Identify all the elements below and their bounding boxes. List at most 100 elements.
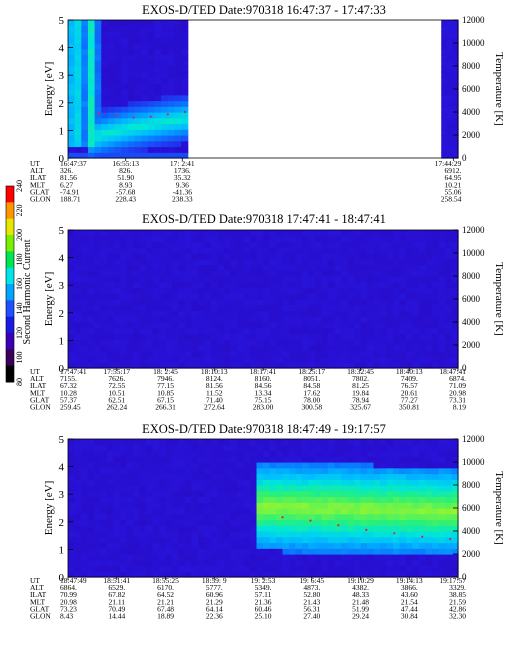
heatmap-cell <box>250 450 258 457</box>
heatmap-cell <box>367 253 375 260</box>
heatmap-cell <box>74 293 82 300</box>
heatmap-cell <box>406 253 414 260</box>
y2-axis-label: Temperature [K] <box>493 471 505 544</box>
heatmap-cell <box>100 571 108 578</box>
heatmap-cell <box>172 299 180 306</box>
heatmap-cell <box>419 299 427 306</box>
heatmap-cell <box>198 536 206 544</box>
heatmap-cell <box>250 253 258 260</box>
colorbar-tick-label: 200 <box>15 229 24 241</box>
heatmap-cell <box>354 339 362 346</box>
heatmap-cell <box>120 264 128 271</box>
heatmap-cell <box>81 542 89 549</box>
heatmap-cell <box>289 345 297 352</box>
heatmap-cell <box>276 270 284 277</box>
heatmap-cell <box>139 571 147 578</box>
orbit-value: 326. <box>60 166 73 175</box>
heatmap-cell <box>146 473 154 480</box>
heatmap-cell <box>178 450 186 457</box>
heatmap-cell <box>146 479 154 486</box>
heatmap-cell <box>399 264 407 271</box>
heatmap-cell <box>217 519 225 526</box>
orbit-value: 78.94 <box>352 395 369 404</box>
heatmap-cell <box>204 490 212 498</box>
heatmap-cell <box>250 235 258 243</box>
heatmap-cell <box>341 276 349 283</box>
heatmap-cell <box>172 531 180 538</box>
heatmap-cell <box>198 299 206 306</box>
heatmap-cell <box>308 490 316 498</box>
heatmap-cell <box>386 542 394 549</box>
heatmap-cell <box>441 43 448 50</box>
heatmap-cell <box>328 362 336 369</box>
heatmap-cell <box>101 140 109 148</box>
heatmap-cell <box>113 322 121 329</box>
heatmap-cell <box>412 310 420 317</box>
heatmap-cell <box>321 456 329 463</box>
heatmap-cell <box>289 502 297 509</box>
heatmap-cell <box>328 496 336 503</box>
heatmap-cell <box>451 462 459 469</box>
heatmap-cell <box>127 146 136 153</box>
heatmap-cell <box>152 542 160 549</box>
heatmap-cell <box>289 362 297 369</box>
colorbar-swatch <box>6 218 14 236</box>
heatmap-cell <box>165 281 173 289</box>
heatmap-cell <box>452 20 459 27</box>
heatmap-cell <box>152 548 160 555</box>
heatmap-cell <box>334 502 342 509</box>
heatmap-cell <box>107 20 116 27</box>
heatmap-cell <box>204 276 212 283</box>
heatmap-cell <box>373 293 381 300</box>
heatmap-cell <box>141 25 149 33</box>
heatmap-cell <box>94 281 102 289</box>
heatmap-cell <box>224 345 232 352</box>
heatmap-cell <box>276 554 284 561</box>
heatmap-cell <box>263 485 271 492</box>
heatmap-cell <box>224 479 232 486</box>
heatmap-cell <box>174 112 182 119</box>
heatmap-cell <box>432 304 440 312</box>
heatmap-cell <box>134 83 142 90</box>
orbit-value: 21.36 <box>255 597 272 606</box>
heatmap-cell <box>113 502 121 509</box>
heatmap-cell <box>412 276 420 283</box>
heatmap-cell <box>68 462 76 469</box>
heatmap-cell <box>341 264 349 271</box>
heatmap-cell <box>256 525 264 532</box>
heatmap-cell <box>237 542 245 549</box>
heatmap-cell <box>230 462 238 469</box>
heatmap-cell <box>165 508 173 515</box>
heatmap-cell <box>107 508 115 515</box>
heatmap-cell <box>237 253 245 260</box>
heatmap-cell <box>133 496 141 503</box>
heatmap-cell <box>321 559 329 567</box>
heatmap-cell <box>406 241 414 248</box>
heatmap-cell <box>68 304 76 312</box>
heatmap-cell <box>315 571 323 578</box>
heatmap-cell <box>243 333 251 340</box>
heatmap-cell <box>302 276 310 283</box>
heatmap-cell <box>406 559 414 567</box>
heatmap-cell <box>360 258 368 266</box>
heatmap-cell <box>452 25 459 33</box>
heatmap-cell <box>191 519 199 526</box>
y-tick-label: 5 <box>59 434 65 446</box>
heatmap-cell <box>159 235 167 243</box>
heatmap-cell <box>181 112 189 119</box>
heatmap-cell <box>367 327 375 335</box>
heatmap-cell <box>134 140 142 148</box>
orbit-value: 64.52 <box>157 590 174 599</box>
heatmap-cell <box>328 525 336 532</box>
orbit-value: 57.11 <box>255 590 272 599</box>
heatmap-cell <box>451 456 459 463</box>
orbit-value: 17:44:29 <box>435 159 462 168</box>
heatmap-cell <box>452 37 459 44</box>
heatmap-cell <box>386 531 394 538</box>
heatmap-cell <box>81 525 89 532</box>
heatmap-cell <box>152 241 160 248</box>
heatmap-cell <box>147 152 156 159</box>
heatmap-cell <box>87 71 96 79</box>
heatmap-cell <box>321 316 329 323</box>
orbit-value: 7155. <box>60 374 77 383</box>
